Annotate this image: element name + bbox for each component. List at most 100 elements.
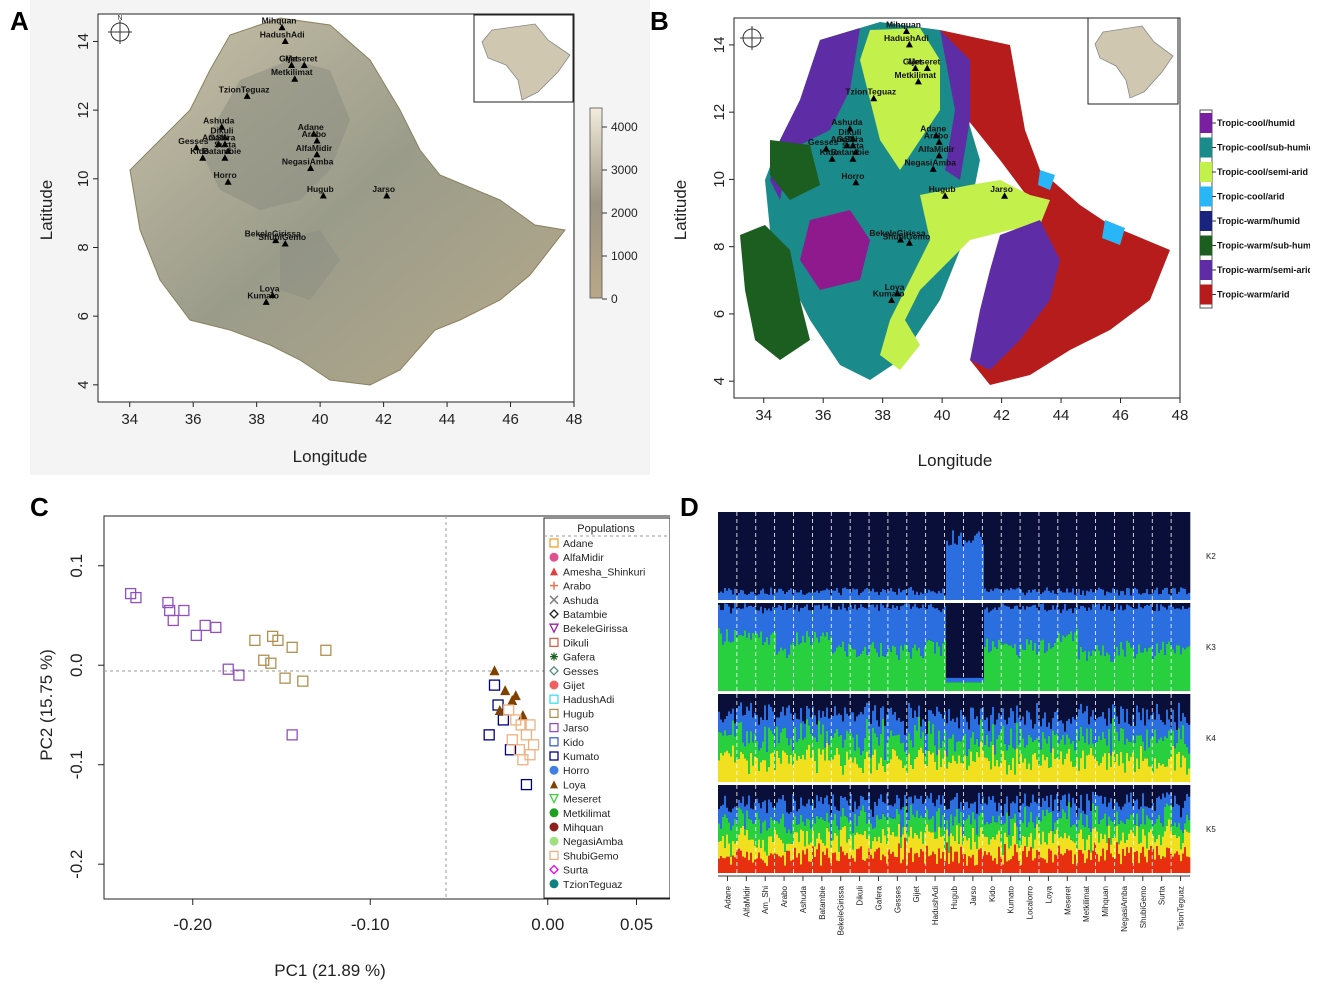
admix-bar-segment [1072, 641, 1075, 691]
admix-bar-segment [776, 820, 779, 835]
admix-bar-segment [806, 785, 809, 804]
admix-bar-segment [1174, 694, 1177, 723]
admix-bar-segment [838, 603, 841, 607]
admix-bar-segment [1156, 846, 1159, 873]
admix-bar-segment [914, 853, 917, 873]
a-site-marker [215, 140, 223, 147]
admix-bar-segment [1160, 845, 1163, 860]
admix-bar-segment [1096, 794, 1099, 806]
admix-bar-segment [744, 714, 747, 747]
admix-bar-segment [780, 763, 783, 782]
admix-bar-segment [1022, 822, 1025, 836]
admix-bar-segment [928, 639, 931, 691]
b-site-marker [1001, 192, 1009, 199]
admix-bar-segment [848, 603, 851, 607]
admix-bar-segment [998, 846, 1001, 873]
admix-bar-segment [970, 785, 973, 804]
admix-bar-segment [1104, 813, 1107, 835]
admix-bar-segment [944, 750, 947, 782]
admix-bar-segment [912, 694, 915, 718]
agroecology-legend-label: Tropic-warm/humid [1217, 216, 1300, 226]
admix-bar-segment [1012, 801, 1015, 819]
admix-bar-segment [938, 730, 941, 750]
admix-bar-segment [1166, 803, 1169, 826]
population-legend-label: NegasiAmba [563, 836, 623, 848]
admix-bar-segment [1122, 763, 1125, 782]
admix-bar-segment [952, 603, 955, 678]
admix-bar-segment [954, 751, 957, 761]
a-site-label: Mihquan [262, 16, 297, 26]
admix-bar-segment [1182, 755, 1185, 782]
admix-bar-segment [824, 590, 827, 600]
admix-bar-segment [936, 694, 939, 707]
colorbar-tick-label: 0 [611, 292, 618, 306]
admix-bar-segment [794, 512, 797, 590]
admix-bar-segment [976, 533, 979, 600]
admix-bar-segment [1156, 587, 1159, 600]
admix-bar-segment [938, 807, 941, 827]
admix-bar-segment [1134, 835, 1137, 852]
admix-bar-segment [898, 785, 901, 799]
admix-bar-segment [814, 512, 817, 593]
admix-bar-segment [914, 694, 917, 711]
admix-bar-segment [888, 785, 891, 806]
admix-bar-segment [752, 839, 755, 863]
admix-bar-segment [1152, 802, 1155, 826]
admix-bar-segment [1142, 694, 1145, 709]
admix-bar-segment [874, 607, 877, 649]
admix-bar-segment [882, 512, 885, 589]
admix-bar-segment [920, 831, 923, 850]
admix-bar-segment [978, 724, 981, 747]
admix-bar-segment [832, 840, 835, 854]
admix-bar-segment [1130, 785, 1133, 793]
admix-bar-segment [1020, 644, 1023, 691]
admix-bar-segment [1028, 806, 1031, 823]
admix-bar-segment [1178, 836, 1181, 855]
admix-bar-segment [784, 851, 787, 866]
admix-bar-segment [850, 605, 853, 648]
admix-bar-segment [1186, 694, 1189, 723]
admix-bar-segment [1182, 842, 1185, 854]
admix-bar-segment [1054, 799, 1057, 823]
b-xtick-label: 38 [874, 407, 891, 424]
admix-bar-segment [950, 677, 953, 683]
admix-bar-segment [762, 694, 765, 720]
admix-bar-segment [1150, 512, 1153, 594]
admix-bar-segment [988, 591, 991, 600]
admix-bar-segment [782, 694, 785, 707]
admix-bar-segment [828, 639, 831, 691]
pca-point-kumato [483, 729, 495, 741]
admix-bar-segment [916, 591, 919, 600]
admix-bar-segment [720, 753, 723, 782]
admix-bar-segment [1110, 844, 1113, 854]
b-site-label: Mihquan [886, 19, 921, 29]
admix-bar-segment [1152, 785, 1155, 803]
admix-bar-segment [944, 785, 947, 806]
admix-bar-segment [1020, 864, 1023, 873]
admix-bar-segment [778, 837, 781, 857]
admix-bar-segment [1008, 785, 1011, 816]
admix-bar-segment [742, 796, 745, 814]
admix-bar-segment [1162, 603, 1165, 607]
admix-bar-segment [918, 603, 921, 609]
admix-bar-segment [1068, 512, 1071, 593]
a-xtick-label: 34 [121, 411, 138, 428]
admix-bar-segment [968, 540, 971, 600]
admix-bar-segment [1054, 694, 1057, 712]
a-site-marker [224, 178, 232, 185]
admix-bar-segment [1002, 592, 1005, 600]
admix-bar-segment [1116, 842, 1119, 873]
admix-bar-segment [1084, 595, 1087, 600]
admix-bar-segment [1092, 592, 1095, 600]
admix-bar-segment [1042, 694, 1045, 719]
admix-bar-segment [988, 796, 991, 825]
admix-bar-segment [1068, 592, 1071, 600]
a-site-marker [278, 23, 286, 31]
admix-bar-segment [788, 603, 791, 609]
admix-bar-segment [876, 603, 879, 605]
admix-bar-segment [1008, 717, 1011, 745]
admix-bar-segment [938, 848, 941, 873]
admix-bar-segment [1104, 718, 1107, 739]
admix-bar-segment [908, 733, 911, 754]
admix-bar-segment [732, 512, 735, 595]
